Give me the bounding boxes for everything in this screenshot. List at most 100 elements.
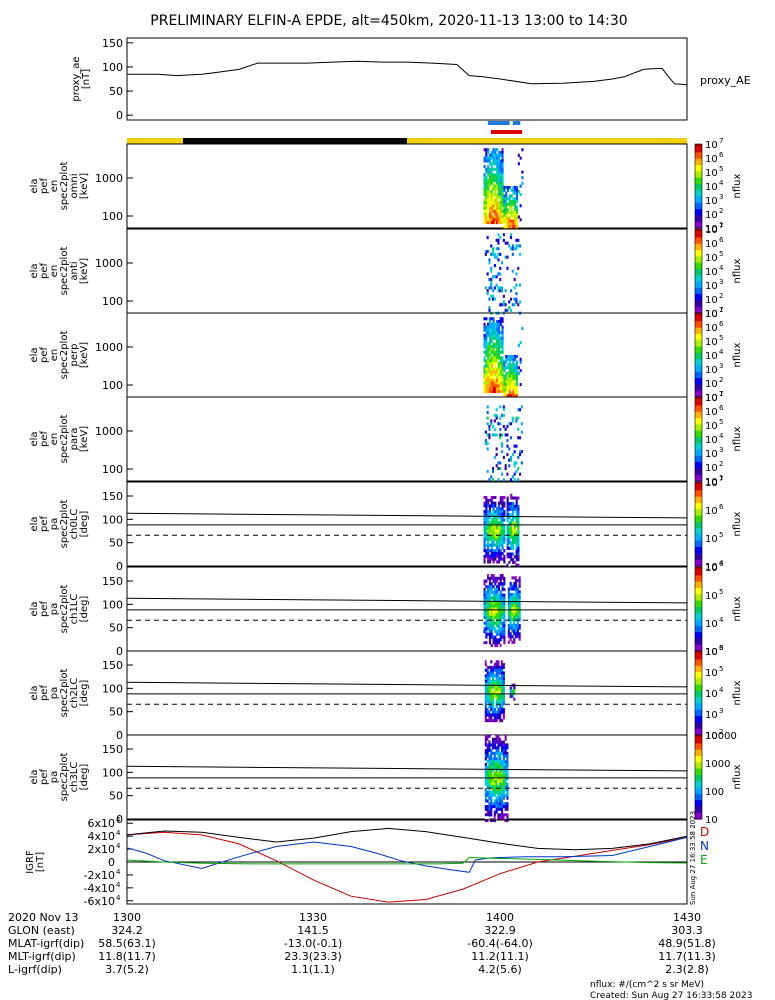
spec-panel-7-pixel: [492, 702, 495, 706]
spec-panel-7-pixel: [493, 716, 496, 720]
spec-panel-6-pixel: [503, 579, 506, 583]
spec-panel-6-pixel: [488, 585, 491, 589]
spec-panel-8-pixel: [488, 774, 491, 778]
spec-panel-6-colorbar-zlabel: nflux: [732, 596, 743, 621]
spec-panel-8-pixel: [501, 802, 504, 806]
spec-panel-5-pixel: [499, 549, 502, 553]
spec-panel-1-pixel: [508, 200, 511, 204]
spec-panel-7-pixel: [495, 693, 498, 697]
spec-panel-8-pixel: [497, 757, 500, 761]
spec-panel-3-pixel: [492, 353, 495, 357]
spec-panel-1-pixel: [516, 219, 519, 223]
spec-panel-6-pixel: [518, 604, 521, 608]
spec-panel-3-colorbar-zlabel: nflux: [732, 342, 743, 367]
spec-panel-5-pixel: [510, 546, 513, 550]
spec-panel-6-pixel: [515, 593, 518, 597]
spec-panel-4-colorbar-cell: [695, 424, 702, 427]
spec-panel-1-pixel: [501, 204, 504, 208]
spec-panel-6-pixel: [499, 627, 502, 631]
spec-panel-1-pixel: [488, 204, 491, 208]
spec-panel-4-colorbar-cell: [695, 449, 702, 453]
spec-panel-1-pixel: [494, 184, 497, 188]
spec-panel-2-colorbar-cell: [695, 306, 702, 310]
spec-panel-3-pixel: [496, 356, 499, 360]
spec-panel-6-pixel: [490, 635, 493, 639]
spec-panel-3-colorbar-cell: [695, 392, 702, 396]
spec-panel-8-ylabel-line: ela: [29, 769, 40, 784]
spec-panel-3-pixel: [512, 385, 515, 389]
spec-panel-3-pixel: [501, 367, 504, 371]
spec-panel-1-pixel: [487, 173, 490, 177]
spec-panel-6-pixel: [485, 610, 488, 614]
spec-panel-8-pixel: [490, 765, 493, 769]
spec-panel-5-pixel: [510, 532, 513, 536]
spec-panel-8-pixel: [493, 737, 496, 741]
spec-panel-8-pixel: [499, 796, 502, 800]
spec-panel-6-pixel: [516, 579, 519, 583]
spec-panel-7-pixel: [484, 719, 487, 723]
spec-panel-3-pixel: [488, 336, 491, 340]
spec-panel-3-pixel: [517, 366, 520, 370]
spec-panel-2-colorbar-cell: [695, 308, 702, 312]
spec-panel-7-pixel: [486, 682, 489, 686]
table-row-label: L-igrf(dip): [8, 963, 62, 976]
spec-panel-3-colorbar-cell: [695, 355, 702, 358]
spec-panel-2-pixel: [490, 266, 493, 270]
spec-panel-8-pixel: [488, 788, 491, 792]
spec-panel-5-pixel: [485, 554, 488, 558]
spec-panel-1-pixel: [510, 219, 513, 223]
spec-panel-1-colorbar-cell: [695, 144, 702, 147]
spec-panel-1-colorbar-cell: [695, 209, 702, 212]
spec-panel-8-pixel: [501, 774, 504, 778]
spec-panel-8-pixel: [486, 751, 489, 755]
spec-panel-8-ylabel: ela pef pa spec2plot ch3LC [deg]: [29, 753, 90, 802]
spec-panel-1-pixel: [514, 214, 517, 218]
spec-panel-8-pixel: [506, 765, 509, 769]
spec-panel-6-pixel: [516, 576, 519, 580]
spec-panel-5-pixel: [503, 532, 506, 536]
spec-panel-8-colorbar-frame: [694, 734, 703, 820]
spec-panel-5-pixel: [490, 512, 493, 516]
spec-panel-6-pixel: [511, 635, 514, 639]
spec-panel-8-colorbar-cell: [695, 800, 702, 803]
spec-panel-8-pixel: [506, 816, 509, 820]
spec-panel-8-pixel: [506, 743, 509, 747]
spec-panel-6-pixel: [511, 584, 514, 588]
spec-panel-3-pixel: [487, 334, 490, 338]
spec-panel-6-pixel: [488, 582, 491, 586]
spec-panel-2-colorbar-tick: 10: [705, 281, 718, 292]
spec-panel-3-pixel: [501, 331, 504, 335]
spec-panel-4-ylabel-line: pef: [39, 431, 50, 448]
spec-panel-6-pixel: [483, 588, 486, 592]
spec-panel-2-colorbar-tick-exp: 1: [719, 306, 723, 314]
spec-panel-6-pixel: [516, 640, 519, 644]
spec-panel-5-pixel: [483, 538, 486, 542]
spec-panel-7-colorbar-tick-exp: 2: [719, 728, 723, 736]
spec-panel-6-colorbar-cell: [695, 588, 702, 591]
spec-panel-6-pixel: [483, 641, 486, 645]
spec-panel-7-colorbar-cell: [695, 659, 702, 663]
spec-panel-5-pixel: [483, 540, 486, 544]
spec-panel-8-pixel: [486, 746, 489, 750]
spec-panel-3-pixel: [501, 348, 504, 352]
spec-panel-1-pixel: [521, 176, 524, 180]
spec-panel-7-pixel: [502, 693, 505, 697]
table-cell: 141.5: [297, 924, 329, 937]
spec-panel-8-pixel: [486, 799, 489, 803]
spec-panel-6-pixel: [494, 582, 497, 586]
spec-panel-8-pixel: [484, 740, 487, 744]
spec-panel-5-pixel: [506, 541, 509, 545]
spec-panel-3-pixel: [488, 373, 491, 377]
spec-panel-5-pixel: [517, 546, 520, 550]
spec-panel-3-pixel: [505, 394, 508, 398]
spec-panel-8-pixel: [495, 777, 498, 781]
spec-panel-8-pixel: [490, 791, 493, 795]
spec-panel-2-pixel: [490, 283, 493, 287]
spec-panel-7-pixel: [499, 705, 502, 709]
spec-panel-6-colorbar-cell: [695, 604, 702, 608]
spec-panel-8-pixel: [499, 779, 502, 783]
spec-panel-7-pixel: [495, 688, 498, 692]
spec-panel-6-pixel: [488, 610, 491, 614]
spec-panel-7-ylabel-line: spec2plot: [59, 669, 70, 718]
spec-panel-8-pixel: [486, 813, 489, 817]
